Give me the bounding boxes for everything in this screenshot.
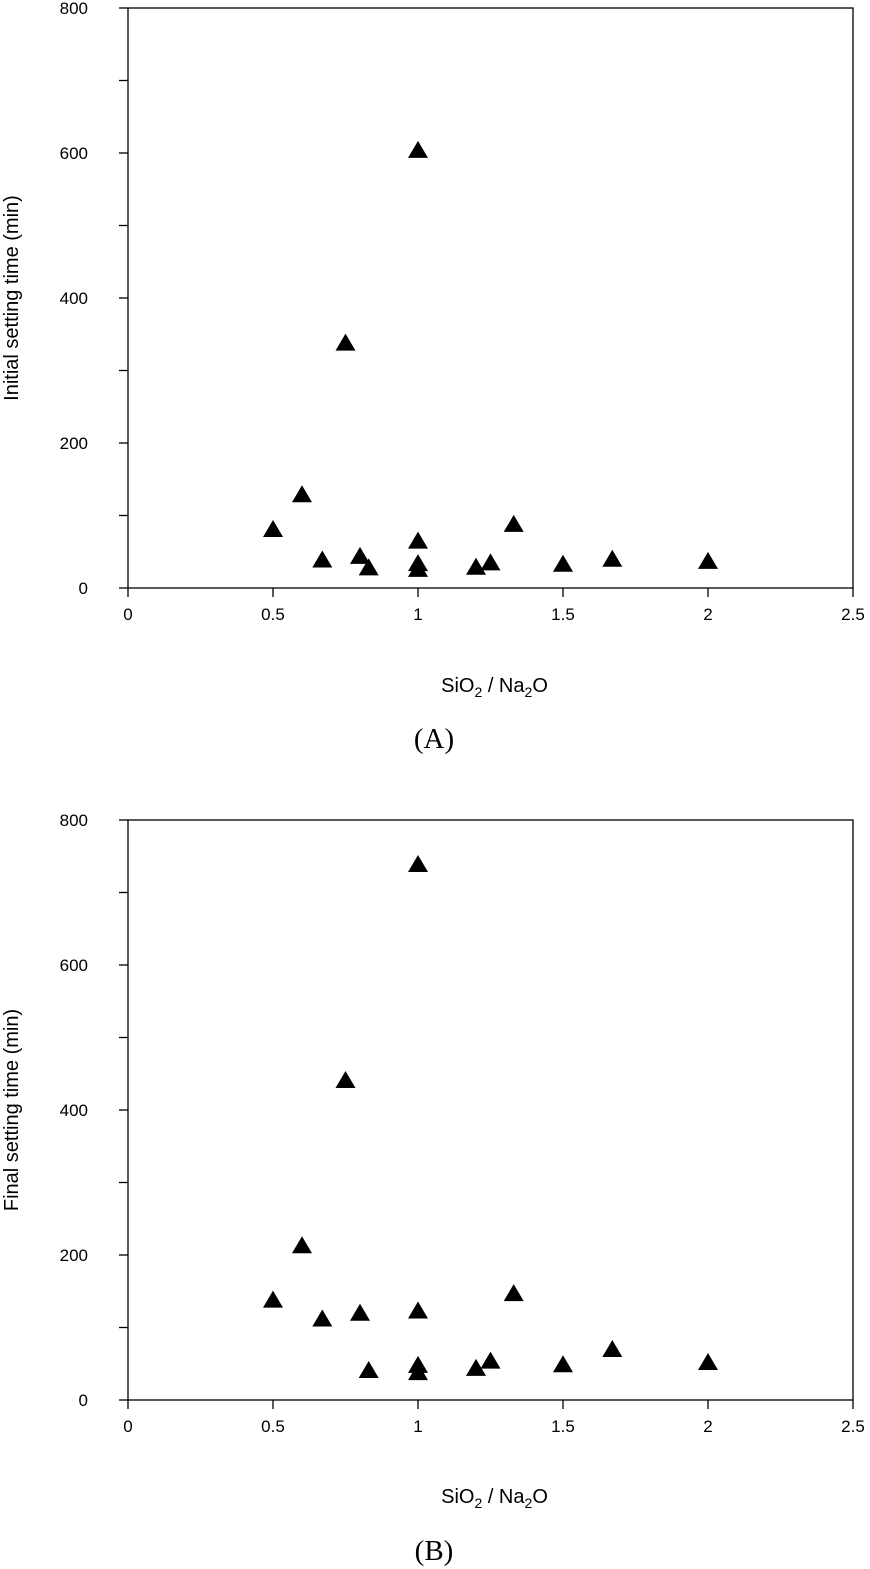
y-tick-label: 600 <box>60 956 88 975</box>
x-tick-label: 0.5 <box>261 1417 285 1436</box>
data-point-marker <box>408 559 428 577</box>
data-point-marker <box>480 553 501 571</box>
data-point-marker <box>698 1353 718 1371</box>
panel-b: 0 0.5 1 1.5 2 2.5 0 200 400 600 800 SiO2 / Na2O Fina… <box>1 811 865 1567</box>
data-point-marker <box>553 1355 573 1373</box>
data-point-marker <box>466 1358 486 1376</box>
y-tick-label: 200 <box>60 434 88 453</box>
panel-a: 0 0.5 1 1.5 2 2.5 0 200 400 600 800 SiO2 / Na2O Init… <box>1 0 865 755</box>
data-point-marker <box>408 1301 428 1319</box>
data-point-marker <box>602 549 623 567</box>
plot-frame <box>127 819 854 1401</box>
y-tick-label: 0 <box>79 1391 88 1410</box>
y-tick-label: 400 <box>60 1101 88 1120</box>
data-point-marker <box>263 1290 283 1308</box>
x-tick-label: 0 <box>123 605 132 624</box>
y-tick-label: 800 <box>60 811 88 830</box>
y-axis-title: Initial setting time (min) <box>1 195 23 401</box>
data-point-marker <box>335 333 356 351</box>
y-tick-label: 600 <box>60 144 88 163</box>
data-point-marker <box>602 1339 623 1357</box>
data-point-marker <box>408 1363 428 1381</box>
x-axis-title: SiO2 / Na2O <box>441 1486 548 1511</box>
y-tick-label: 800 <box>60 0 88 18</box>
x-tick-label: 1 <box>413 605 422 624</box>
plot-frame <box>127 7 854 589</box>
y-tick-label: 200 <box>60 1246 88 1265</box>
y-axis-title: Final setting time (min) <box>1 1009 23 1211</box>
data-point-marker <box>335 1071 356 1088</box>
data-point-marker <box>408 531 428 549</box>
panel-label: (B) <box>415 1535 454 1567</box>
data-point-marker <box>358 558 379 576</box>
data-point-marker <box>503 1284 524 1302</box>
data-point-marker <box>350 546 370 564</box>
data-point-marker <box>350 1303 370 1321</box>
data-point-marker <box>480 1351 501 1369</box>
data-point-marker <box>408 140 428 158</box>
data-point-marker <box>553 554 573 572</box>
data-point-marker <box>408 854 428 872</box>
data-point-marker <box>292 485 312 503</box>
x-tick-label: 2 <box>703 605 712 624</box>
data-point-marker <box>312 1309 333 1327</box>
x-tick-label: 1 <box>413 1417 422 1436</box>
y-tick-label: 400 <box>60 289 88 308</box>
data-point-marker <box>503 514 524 532</box>
x-tick-label: 2 <box>703 1417 712 1436</box>
x-tick-label: 1.5 <box>551 1417 575 1436</box>
data-point-marker <box>312 550 333 568</box>
x-tick-label: 2.5 <box>841 605 865 624</box>
x-axis-title: SiO2 / Na2O <box>441 675 548 700</box>
panel-label: (A) <box>414 723 454 755</box>
y-tick-label: 0 <box>79 579 88 598</box>
x-tick-label: 1.5 <box>551 605 575 624</box>
data-point-marker <box>263 520 283 537</box>
x-tick-label: 0.5 <box>261 605 285 624</box>
data-point-marker <box>698 551 718 569</box>
data-point-marker <box>292 1236 312 1254</box>
x-tick-label: 0 <box>123 1417 132 1436</box>
x-tick-label: 2.5 <box>841 1417 865 1436</box>
data-point-marker <box>466 557 486 575</box>
data-point-marker <box>358 1361 379 1378</box>
